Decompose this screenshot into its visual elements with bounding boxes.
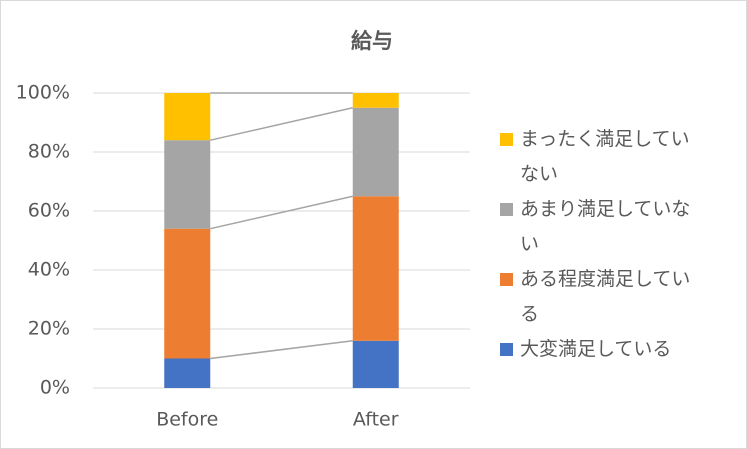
legend-label: まったく満足していない	[520, 128, 690, 185]
legend-swatch	[500, 273, 513, 286]
chart-title: 給与	[351, 29, 393, 53]
legend-label: 大変満足している	[520, 338, 672, 360]
series-line	[210, 340, 353, 360]
bar-segment	[164, 228, 211, 359]
y-tick-label: 80%	[28, 141, 70, 163]
legend: まったく満足していない あまり満足していない ある程度満足している大変満足している	[500, 122, 725, 367]
legend-label: ある程度満足している	[520, 268, 691, 325]
legend-item: まったく満足していない	[500, 122, 725, 192]
bar-segment	[164, 140, 211, 229]
y-tick-label: 20%	[28, 318, 70, 340]
legend-item: 大変満足している	[500, 332, 725, 367]
legend-item: あまり満足していない	[500, 192, 725, 262]
y-tick-label: 0%	[40, 377, 70, 399]
y-tick-label: 60%	[28, 200, 70, 222]
y-tick-label: 40%	[28, 259, 70, 281]
legend-swatch	[500, 343, 513, 356]
legend-swatch	[500, 133, 513, 146]
bar-segment	[352, 196, 399, 341]
x-tick-label: After	[353, 409, 399, 431]
legend-item: ある程度満足している	[500, 262, 725, 332]
series-line	[210, 107, 353, 141]
bar-segment	[352, 107, 399, 197]
bar-segment	[164, 93, 211, 141]
legend-label: あまり満足していない	[520, 198, 691, 255]
bar-segment	[352, 340, 399, 388]
y-tick-label: 100%	[16, 82, 70, 104]
x-tick-label: Before	[156, 409, 218, 431]
series-line	[210, 195, 353, 230]
legend-swatch	[500, 203, 513, 216]
bar-segment	[164, 358, 211, 388]
bar-segment	[352, 93, 399, 108]
